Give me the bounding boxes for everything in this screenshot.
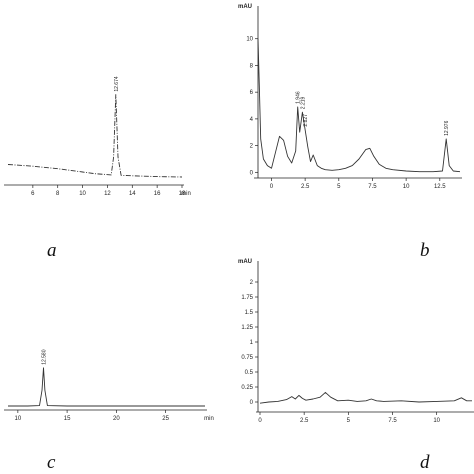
y-tick-label: 10 <box>246 37 253 43</box>
y-tick-label: 2 <box>250 144 254 150</box>
x-axis-unit-label: min <box>181 191 191 197</box>
chromatogram-trace <box>259 391 472 404</box>
x-tick-label: 10 <box>79 191 86 197</box>
x-tick-label: 25 <box>162 416 169 422</box>
x-tick-label: 15 <box>64 416 71 422</box>
x-tick-label: 7.5 <box>368 184 377 190</box>
panel-letter-c: c <box>47 452 56 473</box>
y-tick-label: 4 <box>250 117 254 123</box>
chart-panel-c: 10 15 20 25 min 12.580 <box>4 349 214 422</box>
panel-letter-d: d <box>420 452 430 473</box>
y-tick-label: 1 <box>250 340 254 346</box>
x-tick-label: 8 <box>56 191 60 197</box>
x-tick-label: 5 <box>337 184 341 190</box>
panel-letter-b: b <box>420 240 430 261</box>
panel-letter-a: a <box>47 240 57 261</box>
x-axis-unit-label: min <box>204 416 214 422</box>
y-tick-label: 1.5 <box>245 310 254 316</box>
x-tick-label: 0 <box>270 184 274 190</box>
peak-label: 1.946 <box>296 91 302 104</box>
chromatogram-trace <box>8 367 205 407</box>
x-tick-label: 20 <box>113 416 120 422</box>
y-tick-label: 0.75 <box>241 355 253 361</box>
peak-label: 12.674 <box>114 76 120 92</box>
y-tick-label: 1.75 <box>241 295 253 301</box>
x-tick-label: 7.5 <box>388 418 397 424</box>
y-axis-unit-label: mAU <box>238 4 252 10</box>
y-axis-unit-label: mAU <box>238 259 252 265</box>
x-tick-label: 0 <box>258 418 262 424</box>
peak-label: 2.827 <box>303 114 309 127</box>
x-tick-label: 12 <box>104 191 111 197</box>
x-tick-label: 10 <box>433 418 440 424</box>
peak-label: 2.219 <box>300 96 306 109</box>
x-tick-label: 16 <box>154 191 161 197</box>
peak-label: 12.580 <box>41 349 47 365</box>
peak-label: 12.976 <box>444 120 450 136</box>
chromatogram-trace <box>7 94 183 178</box>
y-tick-label: 0 <box>250 170 254 176</box>
y-tick-label: 0.5 <box>245 370 254 376</box>
chromatogram-trace <box>257 38 461 173</box>
x-tick-label: 2.5 <box>301 184 310 190</box>
x-tick-label: 12.5 <box>434 184 446 190</box>
x-tick-label: 14 <box>129 191 136 197</box>
x-tick-label: 2.5 <box>300 418 309 424</box>
x-tick-label: 6 <box>31 191 35 197</box>
x-tick-label: 10 <box>403 184 410 190</box>
y-tick-label: 1.25 <box>241 325 253 331</box>
y-tick-label: 0 <box>250 400 254 406</box>
x-tick-label: 10 <box>15 416 22 422</box>
x-tick-label: 5 <box>347 418 351 424</box>
y-tick-label: 2 <box>250 280 254 286</box>
y-tick-label: 8 <box>250 63 254 69</box>
x-tick-label: 18 <box>179 191 186 197</box>
chart-panel-d: 0 2.5 5 7.5 10 0 0.25 0.5 0.75 1 1.25 1.5 1.75 2 mAU <box>238 259 474 424</box>
y-tick-label: 0.25 <box>241 385 253 391</box>
y-tick-label: 6 <box>250 90 254 96</box>
